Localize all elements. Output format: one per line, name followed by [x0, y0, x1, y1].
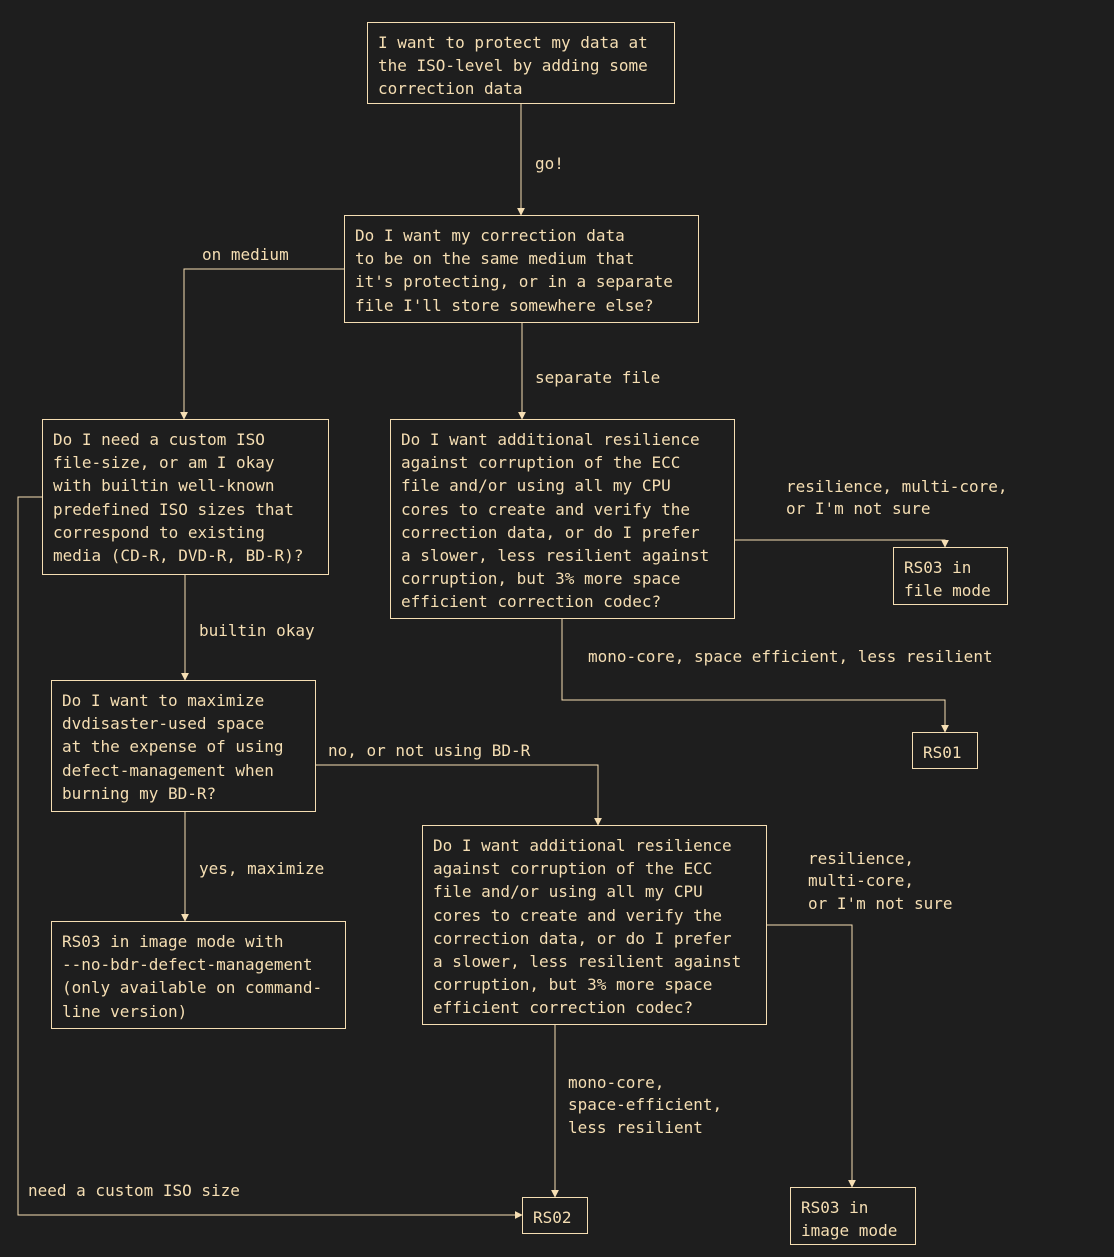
- node-n_max_q: Do I want to maximize dvdisaster-used sp…: [51, 680, 316, 812]
- edge-label-e_yes_max: yes, maximize: [199, 858, 324, 880]
- edge-e_no_bdr: [316, 765, 598, 825]
- edge-e_on_medium: [184, 269, 344, 419]
- edge-label-e_builtin: builtin okay: [199, 620, 315, 642]
- node-n_rs02: RS02: [522, 1197, 588, 1234]
- edge-label-e_go: go!: [535, 153, 564, 175]
- edge-label-e_sep_file: separate file: [535, 367, 660, 389]
- edge-label-e_on_medium: on medium: [202, 244, 289, 266]
- node-n_iso_q: Do I need a custom ISO file-size, or am …: [42, 419, 329, 575]
- edge-e_resilience2: [767, 925, 852, 1187]
- edge-label-e_resilience: resilience, multi-core, or I'm not sure: [786, 476, 1008, 521]
- edge-label-e_resilience2: resilience, multi-core, or I'm not sure: [808, 848, 953, 915]
- node-n_rs01: RS01: [912, 732, 978, 769]
- node-n_rs03_image: RS03 in image mode: [790, 1187, 916, 1245]
- edge-label-e_mono2: mono-core, space-efficient, less resilie…: [568, 1072, 722, 1139]
- edge-e_resilience: [735, 540, 945, 547]
- node-n_sep_q2: Do I want additional resilience against …: [422, 825, 767, 1025]
- edges-layer: [0, 0, 1114, 1257]
- node-n_rs03_cmd: RS03 in image mode with --no-bdr-defect-…: [51, 921, 346, 1029]
- node-n_sep_q: Do I want additional resilience against …: [390, 419, 735, 619]
- edge-label-e_no_bdr: no, or not using BD-R: [328, 740, 530, 762]
- edge-label-e_mono1: mono-core, space efficient, less resilie…: [588, 646, 993, 668]
- node-n_medium_q: Do I want my correction data to be on th…: [344, 215, 699, 323]
- node-n_start: I want to protect my data at the ISO-lev…: [367, 22, 675, 104]
- node-n_rs03_file: RS03 in file mode: [893, 547, 1008, 605]
- edge-e_mono1: [562, 619, 945, 732]
- edge-label-e_custom: need a custom ISO size: [28, 1180, 240, 1202]
- flowchart-canvas: I want to protect my data at the ISO-lev…: [0, 0, 1114, 1257]
